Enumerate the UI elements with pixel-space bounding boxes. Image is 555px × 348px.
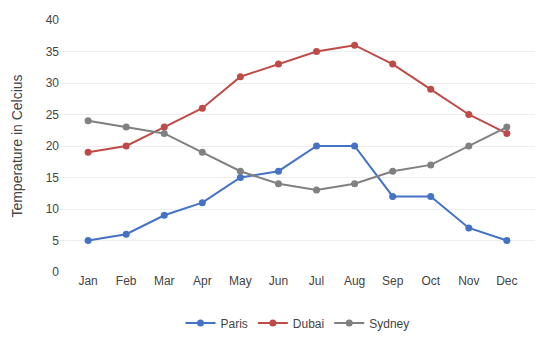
- svg-text:Jun: Jun: [269, 274, 288, 288]
- svg-text:Feb: Feb: [116, 274, 137, 288]
- svg-text:Oct: Oct: [421, 274, 440, 288]
- svg-text:May: May: [229, 274, 252, 288]
- svg-text:35: 35: [46, 45, 60, 59]
- svg-text:Apr: Apr: [193, 274, 212, 288]
- svg-text:20: 20: [46, 139, 60, 153]
- svg-text:Dec: Dec: [496, 274, 517, 288]
- svg-text:Aug: Aug: [344, 274, 365, 288]
- svg-text:0: 0: [52, 265, 59, 279]
- svg-text:30: 30: [46, 76, 60, 90]
- svg-text:Sydney: Sydney: [369, 317, 409, 331]
- svg-text:Jan: Jan: [78, 274, 97, 288]
- svg-text:Paris: Paris: [221, 317, 248, 331]
- svg-text:Nov: Nov: [458, 274, 479, 288]
- svg-text:Mar: Mar: [154, 274, 175, 288]
- svg-text:5: 5: [52, 234, 59, 248]
- svg-text:Dubai: Dubai: [293, 317, 324, 331]
- svg-text:Sep: Sep: [382, 274, 404, 288]
- svg-text:40: 40: [46, 13, 60, 27]
- svg-text:Jul: Jul: [309, 274, 324, 288]
- svg-text:10: 10: [46, 202, 60, 216]
- svg-text:Temperature in Celcius: Temperature in Celcius: [9, 74, 25, 217]
- svg-text:25: 25: [46, 108, 60, 122]
- svg-text:15: 15: [46, 171, 60, 185]
